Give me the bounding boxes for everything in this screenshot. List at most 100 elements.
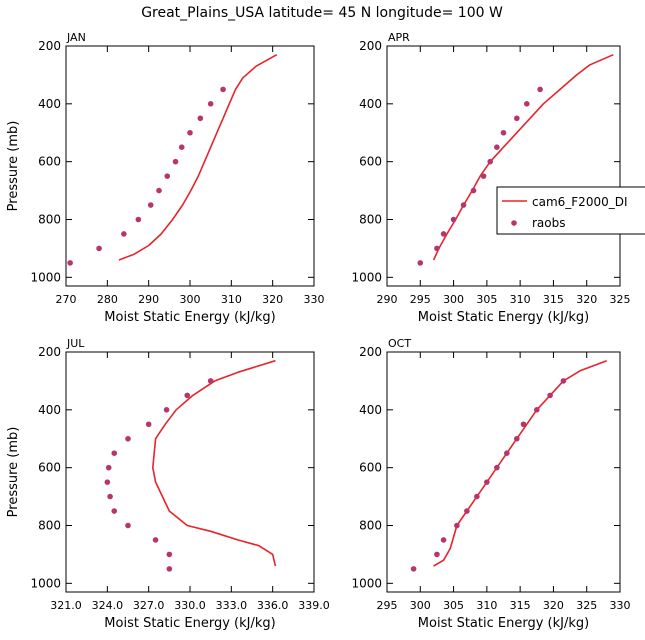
x-axis-label: Moist Static Energy (kJ/kg): [418, 310, 589, 325]
raob-point: [484, 479, 490, 485]
x-axis-label: Moist Static Energy (kJ/kg): [104, 616, 275, 631]
raob-point: [533, 407, 540, 413]
raob-point: [470, 187, 477, 194]
raob-point: [166, 551, 173, 558]
raob-point: [460, 202, 467, 208]
panel-apr: APR 290 295 300 305 310 315 320 325 200 400 600 800 1…: [351, 31, 630, 325]
x-tick-label: 321.0: [50, 599, 82, 612]
raob-point: [147, 202, 154, 208]
raob-point: [178, 144, 185, 151]
x-tick-label: 300: [443, 293, 464, 306]
y-tick-label: 1000: [30, 576, 61, 590]
raob-point: [410, 566, 417, 572]
raob-point: [440, 537, 447, 543]
x-tick-label: 300: [180, 293, 201, 306]
raob-point: [135, 216, 142, 223]
panel-jan: JAN 270 280 290 300 310 320 330 200 400 600 800 1000…: [6, 31, 325, 325]
raob-point: [524, 101, 530, 107]
raob-point: [494, 144, 500, 151]
panel-label: JUL: [66, 337, 85, 350]
figure-title: Great_Plains_USA latitude= 45 N longitud…: [141, 5, 503, 21]
panel-label: APR: [388, 31, 410, 44]
x-tick-label: 320: [576, 293, 597, 306]
legend-obs-label: raobs: [532, 216, 566, 230]
x-tick-label: 310: [510, 293, 531, 306]
raob-point: [172, 158, 179, 165]
raob-point: [514, 435, 520, 442]
raob-point: [166, 566, 173, 572]
raob-point: [163, 407, 170, 413]
y-tick-label: 800: [38, 212, 61, 226]
y-tick-label: 200: [38, 345, 61, 359]
raob-point: [560, 378, 567, 384]
x-tick-label: 324.0: [92, 599, 124, 612]
raob-point: [96, 245, 102, 252]
raob-point: [111, 450, 118, 457]
raob-point: [500, 129, 507, 136]
raob-point: [207, 378, 214, 384]
raob-point: [125, 435, 131, 442]
raob-point: [474, 493, 480, 500]
raob-point: [197, 115, 204, 122]
plot-area: [67, 54, 278, 266]
plot-frame: [65, 351, 315, 593]
x-tick-label: 290: [138, 293, 159, 306]
raob-point: [121, 231, 127, 237]
raob-point: [67, 260, 73, 266]
x-tick-label: 325: [610, 293, 631, 306]
x-tick-label: 280: [97, 293, 118, 306]
plot-frame: [386, 351, 621, 593]
raob-point: [207, 101, 214, 107]
raob-point: [184, 392, 191, 399]
x-tick-label: 339.0: [298, 599, 330, 612]
x-tick-label: 305: [443, 599, 464, 612]
x-tick-label: 310: [221, 293, 242, 306]
raob-point: [450, 216, 457, 223]
x-tick-label: 320: [543, 599, 564, 612]
y-tick-label: 1000: [351, 270, 382, 284]
y-axis-label: Pressure (mb): [6, 121, 21, 212]
raob-point: [537, 86, 543, 93]
raob-point: [504, 450, 510, 457]
raob-point: [105, 464, 112, 471]
x-tick-label: 295: [410, 293, 431, 306]
raob-point: [164, 173, 171, 179]
x-tick-label: 315: [510, 599, 531, 612]
raob-point: [487, 158, 493, 165]
raob-point: [107, 493, 113, 500]
y-tick-label: 200: [359, 39, 382, 53]
y-tick-label: 600: [38, 461, 61, 475]
raob-point: [417, 260, 424, 266]
raob-point: [220, 86, 226, 93]
y-tick-label: 600: [359, 461, 382, 475]
raob-point: [156, 187, 162, 194]
plot-area: [104, 359, 277, 572]
y-tick-label: 1000: [30, 270, 61, 284]
legend-model-label: cam6_F2000_DI: [532, 195, 628, 209]
raob-point: [187, 129, 193, 136]
x-tick-label: 336.0: [257, 599, 289, 612]
y-tick-label: 400: [38, 97, 61, 111]
x-tick-label: 315: [543, 293, 564, 306]
x-tick-label: 333.0: [216, 599, 248, 612]
plot-frame: [386, 45, 621, 287]
raob-point: [454, 522, 460, 529]
plot-frame: [65, 45, 315, 287]
y-tick-label: 200: [359, 345, 382, 359]
x-tick-label: 305: [476, 293, 497, 306]
model-line-oct: [433, 359, 607, 567]
panel-label: OCT: [388, 337, 411, 350]
model-line-apr: [432, 53, 614, 261]
y-tick-label: 400: [359, 403, 382, 417]
x-tick-label: 330: [304, 293, 325, 306]
raob-point: [145, 421, 152, 428]
x-axis-label: Moist Static Energy (kJ/kg): [104, 310, 275, 325]
raob-point: [440, 231, 447, 237]
legend-obs-swatch: [511, 220, 517, 226]
y-tick-label: 600: [38, 155, 61, 169]
raob-point: [434, 245, 440, 252]
plot-area: [417, 53, 614, 266]
panel-oct: OCT 295 300 305 310 315 320 325 330 200 400 600 800 1…: [351, 337, 630, 631]
